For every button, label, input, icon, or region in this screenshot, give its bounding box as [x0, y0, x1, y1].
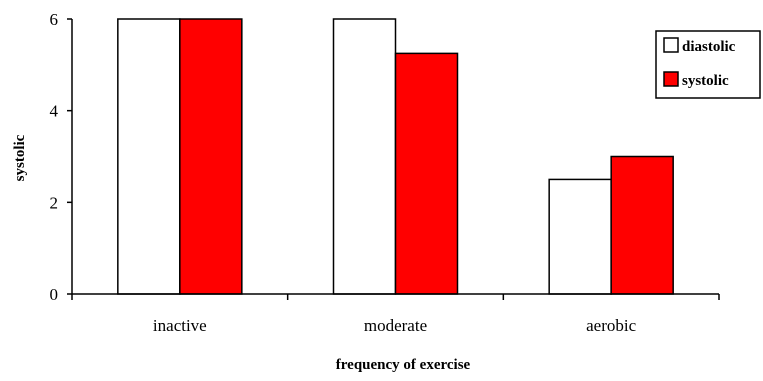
bar-systolic-moderate	[394, 52, 459, 295]
x-ticks: inactive moderate aerobic	[71, 294, 720, 335]
bar-diastolic-aerobic	[548, 178, 612, 295]
y-tick-label: 4	[50, 102, 59, 121]
x-tick-label: aerobic	[586, 316, 636, 335]
legend-label-systolic: systolic	[682, 73, 729, 89]
y-tick-label: 6	[50, 10, 59, 29]
bars-layer	[117, 18, 674, 295]
bar-diastolic-inactive	[117, 18, 181, 295]
y-tick-label: 0	[50, 285, 59, 304]
legend-swatch-diastolic	[663, 37, 679, 53]
axes-layer	[71, 19, 719, 295]
y-tick-label: 2	[50, 193, 59, 212]
legend-label-diastolic: diastolic	[682, 39, 736, 55]
legend-swatch-systolic	[663, 71, 679, 87]
y-axis-title: systolic	[12, 134, 28, 181]
bar-systolic-aerobic	[610, 155, 674, 295]
legend: diastolic systolic	[655, 30, 761, 99]
x-axis-title: frequency of exercise	[336, 357, 471, 373]
x-tick-label: moderate	[364, 316, 427, 335]
y-ticks: 0 2 4 6	[50, 10, 72, 304]
x-tick-label: inactive	[153, 316, 207, 335]
bar-systolic-inactive	[179, 18, 243, 295]
bar-diastolic-moderate	[332, 18, 397, 295]
